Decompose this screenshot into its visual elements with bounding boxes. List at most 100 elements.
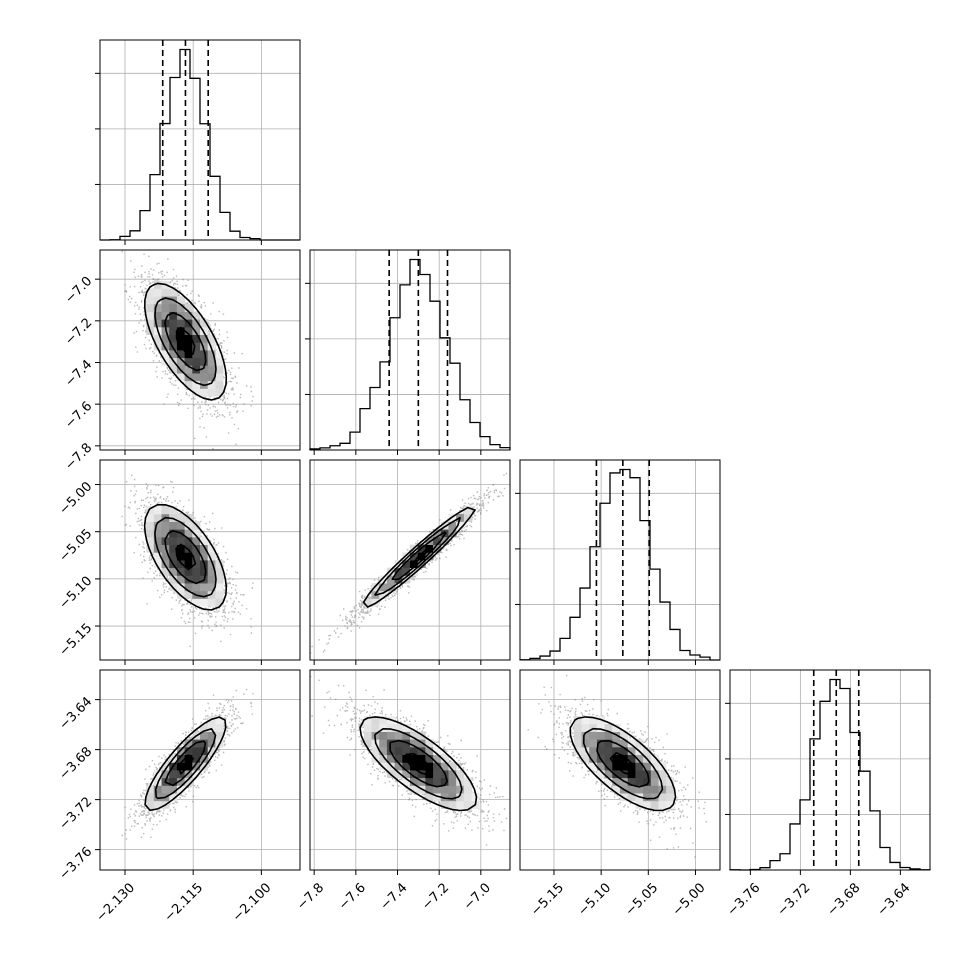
density-cell-2-0	[200, 598, 209, 607]
density-cell-3-0	[146, 800, 155, 809]
density-cell-3-1	[433, 770, 442, 779]
panel-3-1: −7.8 −7.6 −7.4 −7.2 −7.0	[294, 669, 511, 913]
density-cell-2-0	[176, 575, 186, 584]
density-cell-3-0	[184, 754, 193, 763]
density-cell-1-0	[184, 357, 193, 366]
density-cell-2-0	[153, 513, 162, 522]
density-cell-3-2	[635, 785, 644, 794]
density-cell-3-2	[581, 754, 590, 763]
density-cell-1-0	[192, 388, 201, 397]
density-cell-1-0	[184, 303, 193, 312]
density-cell-3-1	[386, 731, 396, 740]
density-cell-2-0	[200, 583, 209, 592]
density-cell-2-0	[161, 552, 170, 561]
density-cell-3-1	[448, 793, 457, 802]
contour-3-2-0	[609, 752, 636, 776]
density-cell-2-0	[184, 575, 193, 584]
density-cell-3-2	[596, 739, 606, 748]
density-cell-2-0	[184, 560, 193, 569]
scatter-points-3-1	[310, 675, 508, 846]
density-cell-1-0	[215, 365, 224, 374]
density-cell-2-0	[169, 575, 178, 584]
density-cell-3-1	[463, 800, 472, 809]
density-cell-3-2	[658, 800, 667, 809]
density-cell-3-2	[620, 731, 629, 740]
density-cell-1-0	[215, 350, 224, 359]
density-cell-1-0	[207, 334, 216, 343]
xtick-label-1-1: −7.6	[336, 880, 369, 913]
contour-3-1-3	[359, 716, 478, 812]
panel-content-3-1	[310, 675, 508, 846]
density-cell-3-2	[658, 770, 667, 779]
density-cell-3-2	[620, 739, 629, 748]
density-cell-2-0	[169, 552, 178, 561]
density-cell-1-0	[176, 357, 186, 366]
density-cell-3-2	[573, 739, 582, 748]
density-cell-3-0	[215, 731, 224, 740]
density-cell-2-0	[153, 536, 162, 546]
panel-3-2: −5.15 −5.10 −5.05 −5.00	[519, 669, 721, 919]
density-cell-3-0	[192, 762, 201, 771]
density-cell-3-1	[386, 754, 396, 763]
ytick-label-3-0: −3.76	[57, 844, 96, 883]
density-cell-3-1	[463, 777, 472, 786]
density-cell-1-0	[176, 373, 186, 382]
density-cell-2-0	[146, 536, 155, 546]
density-cell-1-0	[207, 357, 216, 366]
panel-frame-3-3	[729, 669, 931, 871]
density-cell-2-0	[200, 567, 209, 576]
density-cell-3-2	[612, 754, 621, 763]
xtick-label-1-4: −7.0	[461, 880, 494, 913]
density-cell-3-0	[207, 739, 216, 748]
density-cell-3-1	[363, 739, 372, 748]
contour-2-1-2	[374, 516, 461, 596]
density-cell-3-0	[215, 716, 224, 725]
density-cell-2-1	[463, 506, 472, 515]
density-cell-1-0	[192, 326, 201, 336]
density-cell-3-1	[402, 770, 411, 779]
density-cell-2-0	[153, 560, 162, 569]
density-cell-1-0	[169, 319, 178, 328]
density-cell-2-0	[153, 529, 162, 538]
density-cell-2-0	[215, 567, 224, 576]
density-cell-2-0	[176, 513, 186, 522]
density-cell-3-2	[666, 785, 675, 794]
density-cell-3-2	[666, 793, 675, 802]
density-cell-1-0	[176, 326, 186, 336]
density-cell-3-0	[161, 770, 170, 779]
density-cell-2-0	[192, 575, 201, 584]
panel-3-3: −3.76 −3.72 −3.68 −3.64	[725, 669, 931, 919]
density-cell-1-0	[200, 319, 209, 328]
density-cell-3-1	[456, 800, 465, 809]
density-cell-3-1	[433, 754, 442, 763]
density-cell-2-0	[192, 536, 201, 546]
density-cell-3-2	[643, 777, 652, 786]
density-cell-3-1	[410, 739, 419, 748]
density-cell-1-0	[192, 365, 201, 374]
density-cell-2-0	[146, 529, 155, 538]
density-cell-2-0	[192, 560, 201, 569]
xtick-label-0-2: −2.100	[230, 880, 275, 925]
density-cell-3-1	[440, 777, 449, 786]
panel-frame-1-1	[309, 249, 511, 451]
density-cell-2-0	[215, 583, 224, 592]
density-cell-3-0	[153, 800, 162, 809]
xtick-label-0-1: −2.115	[162, 880, 207, 925]
contour-3-1-1	[389, 739, 448, 788]
panel-content-2-0	[121, 474, 254, 647]
panel-0-0	[95, 39, 301, 245]
density-cell-2-0	[161, 560, 170, 569]
density-cell-3-0	[153, 770, 162, 779]
density-cell-3-1	[448, 785, 457, 794]
density-cell-1-0	[207, 342, 216, 351]
contour-3-2-2	[582, 727, 664, 800]
density-cell-2-1	[440, 521, 449, 530]
density-cell-3-1	[448, 800, 457, 809]
contour-2-0-1	[164, 530, 207, 585]
density-cell-2-1	[402, 552, 411, 561]
density-cell-2-1	[379, 575, 388, 584]
density-cell-3-2	[627, 746, 636, 756]
density-cell-1-0	[161, 311, 170, 320]
density-cell-1-0	[192, 380, 201, 389]
density-cell-3-1	[363, 731, 372, 740]
